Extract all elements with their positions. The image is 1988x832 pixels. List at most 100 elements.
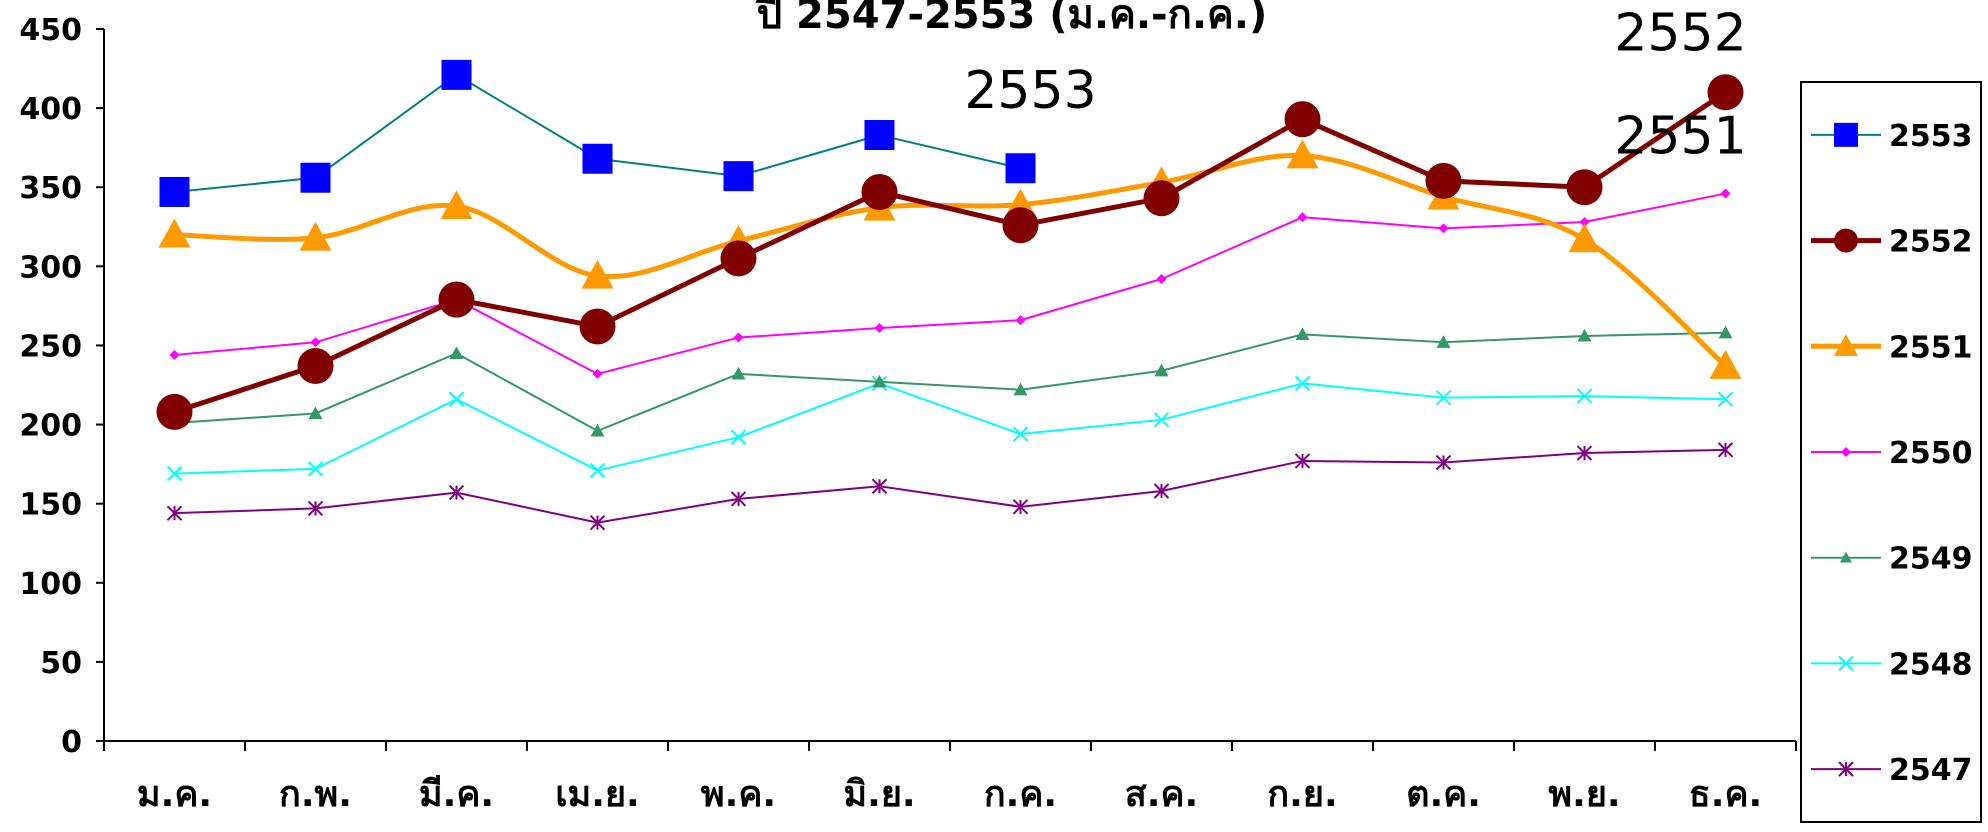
marker-triangle	[872, 374, 887, 388]
marker-diamond	[1297, 212, 1308, 223]
marker-diamond	[310, 337, 321, 348]
data-point-marker	[1840, 551, 1852, 563]
data-point-marker	[581, 259, 614, 289]
marker-triangle	[1840, 551, 1852, 563]
data-point-marker	[1576, 445, 1593, 461]
marker-diamond	[874, 323, 885, 334]
data-point-marker	[1707, 74, 1744, 111]
marker-triangle	[299, 221, 332, 251]
marker-triangle	[308, 406, 323, 420]
x-tick-label: ม.ค.	[137, 774, 212, 815]
data-point-marker	[441, 59, 472, 90]
marker-x	[1435, 389, 1452, 406]
data-point-marker	[1153, 412, 1170, 428]
marker-star	[1717, 442, 1734, 458]
data-point-marker	[166, 465, 183, 482]
marker-triangle	[1709, 350, 1742, 379]
data-point-marker	[1154, 363, 1169, 377]
data-point-marker	[158, 218, 191, 248]
data-point-marker	[582, 143, 613, 174]
marker-star	[1294, 453, 1311, 469]
marker-star	[1012, 499, 1029, 515]
marker-star	[307, 500, 324, 517]
marker-star	[730, 491, 747, 507]
data-point-marker	[1577, 328, 1592, 342]
marker-circle	[1834, 228, 1858, 253]
data-point-marker	[871, 478, 888, 494]
legend-item-2547: 2547	[1811, 753, 1973, 788]
marker-diamond	[1438, 223, 1449, 234]
marker-star	[166, 505, 183, 521]
marker-x	[1717, 391, 1734, 407]
marker-x	[307, 461, 324, 477]
marker-diamond	[169, 349, 180, 360]
marker-triangle	[1834, 334, 1858, 356]
marker-diamond	[592, 368, 603, 379]
marker-triangle	[1577, 328, 1592, 342]
marker-star	[1576, 445, 1593, 461]
chart-title: ปี 2547-2553 (ม.ค.-ก.ค.)	[755, 0, 1267, 38]
y-tick-label: 150	[19, 488, 82, 523]
data-point-marker	[1718, 325, 1733, 339]
marker-diamond	[1015, 315, 1026, 326]
data-point-marker	[1294, 453, 1311, 469]
series-lines	[156, 59, 1744, 531]
data-point-marker	[440, 190, 473, 220]
marker-square	[300, 162, 331, 193]
marker-star	[1153, 483, 1170, 499]
data-point-marker	[299, 221, 332, 251]
data-point-marker	[1838, 761, 1854, 777]
marker-square	[1834, 122, 1858, 147]
x-tick-label: มี.ค.	[419, 774, 494, 815]
marker-diamond	[733, 332, 744, 343]
marker-x	[1838, 655, 1854, 672]
y-tick-label: 0	[61, 725, 82, 760]
data-point-marker	[1425, 162, 1462, 199]
data-point-marker	[448, 484, 465, 501]
data-point-marker	[1286, 139, 1319, 169]
y-tick-label: 250	[19, 329, 82, 364]
data-point-marker	[579, 308, 616, 345]
marker-triangle	[590, 423, 605, 437]
marker-x	[1012, 426, 1029, 442]
data-point-marker	[297, 348, 334, 385]
x-tick-label: เม.ย.	[555, 774, 639, 815]
marker-x	[730, 429, 747, 445]
marker-triangle	[1568, 223, 1601, 253]
legend-item-2550: 2550	[1811, 436, 1973, 471]
legend-item-2552: 2552	[1811, 225, 1973, 260]
marker-circle	[438, 281, 475, 318]
data-point-marker	[1566, 169, 1603, 206]
data-point-marker	[1834, 228, 1858, 253]
data-point-marker	[1012, 499, 1029, 515]
data-point-marker	[448, 391, 465, 407]
data-point-marker	[730, 491, 747, 507]
marker-triangle	[440, 190, 473, 220]
marker-triangle	[1013, 382, 1028, 396]
data-point-marker	[307, 500, 324, 517]
data-point-marker	[1834, 122, 1858, 147]
marker-square	[1005, 153, 1036, 184]
legend-item-2549: 2549	[1811, 542, 1973, 577]
annotation-label: 2551	[1614, 107, 1746, 167]
legend-label: 2553	[1889, 119, 1973, 154]
series-2549	[167, 325, 1733, 437]
marker-circle	[720, 240, 757, 277]
data-point-marker	[589, 514, 606, 531]
data-point-marker	[1841, 447, 1851, 457]
data-point-marker	[156, 393, 193, 430]
marker-triangle	[1436, 335, 1451, 348]
data-point-marker	[308, 406, 323, 420]
data-point-marker	[589, 462, 606, 479]
data-point-marker	[1709, 350, 1742, 379]
marker-diamond	[1579, 217, 1590, 228]
marker-triangle	[158, 218, 191, 248]
marker-x	[1294, 375, 1311, 392]
series-2547	[166, 442, 1734, 531]
x-tick-label: พ.ค.	[701, 774, 776, 815]
series-line-2549	[174, 331, 1726, 432]
marker-star	[871, 478, 888, 494]
series-line-2550	[174, 192, 1726, 375]
